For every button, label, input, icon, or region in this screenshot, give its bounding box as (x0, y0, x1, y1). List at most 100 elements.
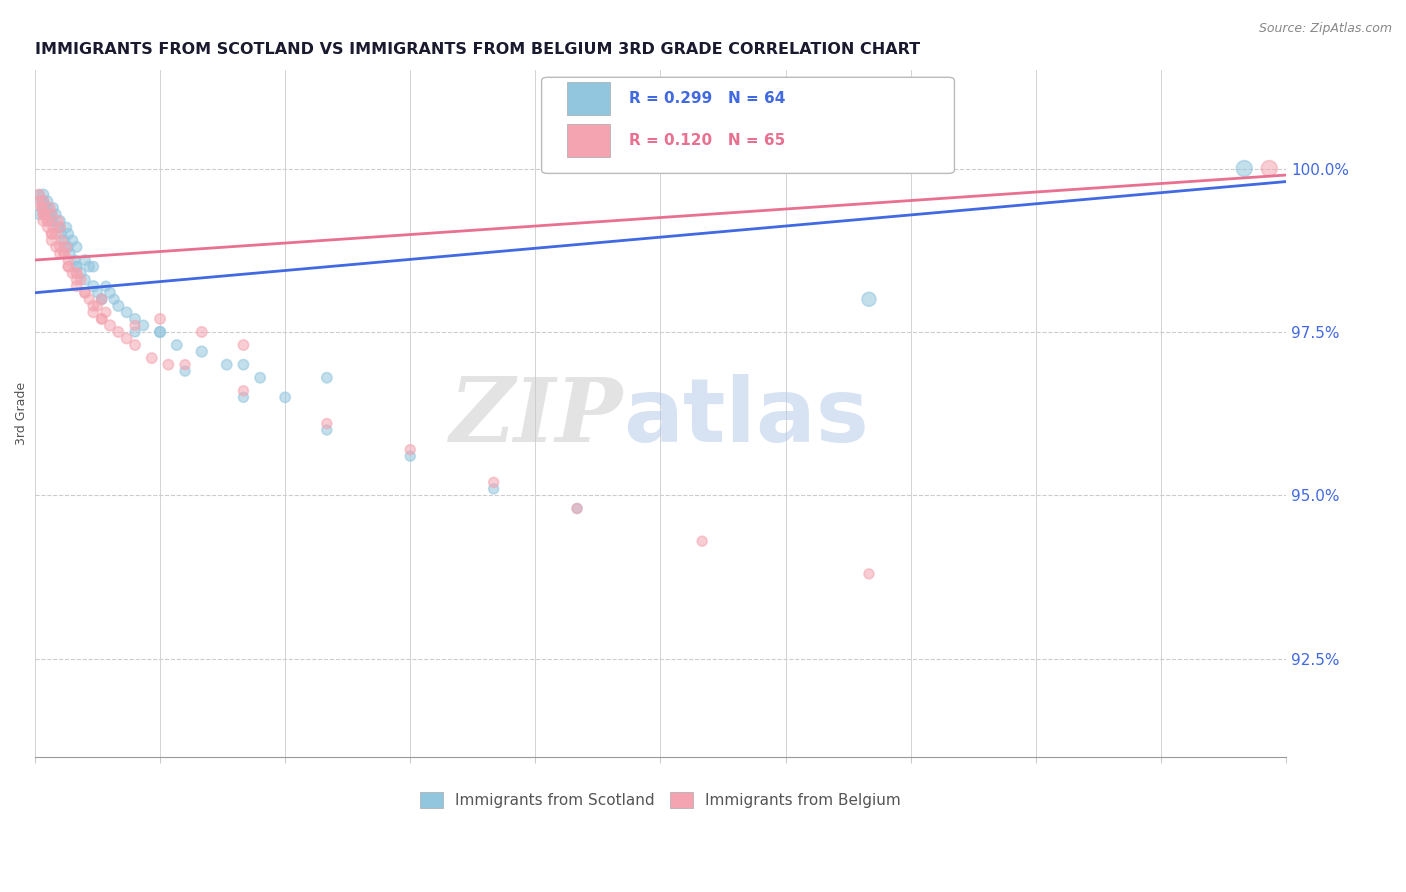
Point (49, 220, 72, 235)
Point (73, 285, 96, 300)
Point (98, 318, 121, 333)
Point (53, 240, 76, 254)
Text: ZIP: ZIP (450, 374, 623, 460)
Point (66, 240, 89, 254)
Point (232, 358, 254, 372)
Point (55, 240, 77, 254)
Point (51, 234, 73, 248)
Point (32, 207, 55, 221)
Point (28, 194, 51, 209)
Point (28, 207, 51, 221)
Point (32, 207, 55, 221)
Point (232, 338, 254, 352)
Point (73, 253, 96, 268)
Point (34, 201, 56, 215)
Point (37, 220, 59, 235)
Point (46, 220, 69, 235)
Point (94, 279, 117, 293)
Point (82, 279, 104, 293)
Point (232, 390, 254, 404)
Point (482, 482, 505, 496)
Point (41, 214, 63, 228)
Point (58, 253, 80, 268)
Point (41, 227, 63, 241)
Point (565, 501, 588, 516)
Point (58, 240, 80, 254)
Point (166, 338, 188, 352)
Point (107, 299, 129, 313)
Point (49, 246, 72, 260)
Point (53, 234, 76, 248)
Point (399, 449, 422, 463)
Point (37, 214, 59, 228)
Point (32, 201, 55, 215)
Point (41, 214, 63, 228)
Point (49, 214, 72, 228)
Text: R = 0.120   N = 65: R = 0.120 N = 65 (628, 133, 786, 147)
Point (58, 227, 80, 241)
Point (115, 305, 138, 319)
Text: atlas: atlas (623, 374, 869, 460)
Point (249, 370, 271, 384)
Point (34, 207, 56, 221)
Point (28, 187, 51, 202)
Point (62, 234, 84, 248)
Legend: Immigrants from Scotland, Immigrants from Belgium: Immigrants from Scotland, Immigrants fro… (413, 787, 907, 814)
Point (37, 214, 59, 228)
Point (45, 240, 67, 254)
Point (41, 207, 63, 221)
Point (482, 475, 505, 490)
Point (215, 358, 238, 372)
Point (82, 299, 104, 313)
FancyBboxPatch shape (541, 78, 955, 173)
Point (41, 234, 63, 248)
Point (58, 260, 80, 274)
Point (115, 331, 138, 345)
Point (39, 207, 62, 221)
Point (399, 442, 422, 457)
Point (32, 214, 55, 228)
Text: R = 0.299   N = 64: R = 0.299 N = 64 (628, 91, 786, 105)
Point (82, 260, 104, 274)
Point (66, 279, 89, 293)
Point (315, 417, 337, 431)
Point (565, 501, 588, 516)
Point (59, 246, 82, 260)
Text: IMMIGRANTS FROM SCOTLAND VS IMMIGRANTS FROM BELGIUM 3RD GRADE CORRELATION CHART: IMMIGRANTS FROM SCOTLAND VS IMMIGRANTS F… (35, 42, 920, 57)
Point (66, 266, 89, 280)
Point (232, 384, 254, 398)
Point (66, 260, 89, 274)
Point (77, 260, 100, 274)
Point (49, 240, 72, 254)
Point (149, 325, 172, 339)
Point (124, 318, 146, 333)
Point (107, 325, 129, 339)
Point (124, 311, 146, 326)
Point (124, 325, 146, 339)
Point (46, 214, 69, 228)
Point (94, 305, 117, 319)
Point (82, 305, 104, 319)
Point (58, 260, 80, 274)
Point (98, 285, 121, 300)
Point (86, 285, 108, 300)
Point (190, 344, 212, 359)
Point (49, 220, 72, 235)
Point (157, 358, 180, 372)
Point (149, 311, 172, 326)
Point (1258, 161, 1281, 176)
Point (190, 325, 212, 339)
Point (63, 253, 86, 268)
Point (66, 266, 89, 280)
Point (174, 364, 197, 378)
Point (39, 201, 62, 215)
Point (69, 266, 91, 280)
Point (31, 201, 53, 215)
Point (42, 201, 65, 215)
Point (77, 293, 100, 307)
Point (90, 293, 112, 307)
Point (90, 293, 112, 307)
Point (31, 194, 53, 209)
Point (90, 311, 112, 326)
Point (315, 423, 337, 437)
